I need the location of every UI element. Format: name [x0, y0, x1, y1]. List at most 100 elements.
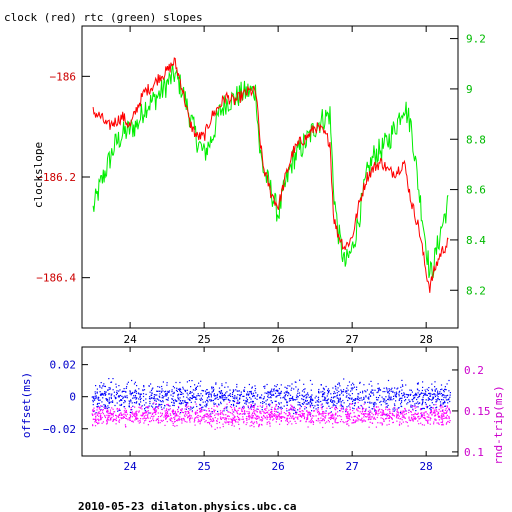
- rnd-trip-point: [239, 419, 241, 421]
- offset-point: [379, 394, 381, 397]
- rnd-trip-point: [116, 407, 118, 410]
- offset-point: [350, 387, 352, 389]
- offset-point: [185, 402, 187, 404]
- offset-point: [161, 397, 163, 399]
- rnd-trip-point: [95, 417, 97, 419]
- rnd-trip-point: [396, 411, 399, 413]
- offset-point: [197, 385, 199, 387]
- rnd-trip-point: [330, 416, 332, 418]
- rnd-trip-point: [232, 411, 234, 413]
- rnd-trip-point: [371, 412, 373, 414]
- offset-point: [359, 381, 361, 383]
- rnd-trip-point: [352, 419, 354, 421]
- offset-point: [325, 400, 327, 402]
- offset-point: [303, 389, 305, 391]
- offset-point: [294, 381, 296, 383]
- offset-point: [368, 383, 370, 385]
- rnd-trip-point: [436, 410, 438, 412]
- offset-point: [99, 386, 101, 388]
- rnd-trip-point: [96, 421, 98, 423]
- rnd-trip-point: [404, 413, 406, 415]
- offset-point: [191, 395, 193, 397]
- offset-point: [305, 397, 307, 399]
- offset-point: [436, 400, 438, 402]
- rnd-trip-point: [405, 421, 407, 423]
- offset-point: [182, 388, 184, 390]
- rnd-trip-point: [155, 403, 157, 405]
- offset-point: [359, 399, 361, 401]
- rnd-trip-point: [271, 406, 273, 408]
- offset-point: [212, 390, 214, 392]
- offset-point: [182, 400, 184, 402]
- offset-point: [117, 396, 119, 398]
- rnd-trip-point: [268, 413, 271, 415]
- rnd-trip-point: [442, 424, 444, 426]
- offset-point: [398, 399, 401, 401]
- rnd-trip-point: [147, 407, 150, 409]
- offset-point: [397, 387, 399, 389]
- rnd-trip-point: [157, 418, 159, 420]
- rnd-trip-point: [263, 415, 265, 418]
- rnd-trip-point: [312, 415, 314, 417]
- offset-point: [286, 410, 288, 412]
- rnd-trip-point: [179, 416, 181, 418]
- offset-point: [427, 399, 429, 401]
- offset-point: [221, 383, 223, 385]
- offset-point: [354, 398, 356, 400]
- rnd-trip-point: [412, 418, 414, 420]
- offset-point: [430, 408, 432, 411]
- rnd-trip-point: [304, 416, 306, 418]
- offset-point: [369, 395, 372, 397]
- rnd-trip-point: [165, 414, 168, 416]
- offset-point: [342, 405, 344, 407]
- rnd-trip-point: [177, 418, 179, 421]
- rnd-trip-point: [356, 416, 358, 418]
- rnd-trip-point: [250, 405, 252, 408]
- offset-point: [138, 398, 140, 400]
- offset-point: [139, 395, 141, 397]
- offset-point: [246, 398, 249, 401]
- offset-point: [314, 405, 316, 407]
- offset-point: [428, 398, 430, 400]
- rnd-trip-point: [313, 415, 315, 417]
- offset-point: [135, 402, 137, 404]
- offset-point: [382, 401, 384, 403]
- rnd-trip-point: [403, 417, 405, 419]
- offset-point: [234, 398, 236, 400]
- offset-point: [217, 410, 219, 413]
- offset-point: [93, 410, 95, 413]
- rnd-trip-point: [237, 421, 239, 423]
- rnd-trip-point: [407, 425, 409, 427]
- rnd-trip-point: [257, 408, 259, 410]
- rnd-trip-point: [361, 408, 364, 410]
- offset-point: [95, 397, 97, 399]
- offset-point: [175, 381, 177, 384]
- offset-point: [257, 394, 259, 396]
- offset-point: [320, 391, 322, 393]
- rnd-trip-point: [188, 412, 190, 414]
- offset-point: [309, 379, 312, 382]
- offset-point: [436, 406, 438, 408]
- rnd-trip-point: [345, 410, 347, 412]
- offset-point: [422, 407, 424, 409]
- offset-point: [179, 403, 181, 405]
- offset-point: [409, 400, 411, 402]
- rnd-trip-point: [400, 418, 402, 420]
- offset-point: [128, 406, 130, 408]
- offset-point: [251, 400, 253, 402]
- rnd-trip-point: [147, 424, 149, 426]
- rnd-trip-point: [257, 405, 259, 408]
- offset-point: [442, 403, 444, 405]
- offset-point: [275, 390, 277, 392]
- rnd-trip-point: [145, 414, 147, 416]
- rnd-trip-point: [311, 417, 313, 419]
- rnd-trip-point: [135, 416, 137, 418]
- rnd-trip-point: [312, 423, 314, 425]
- rnd-trip-point: [289, 408, 291, 410]
- rnd-trip-point: [270, 412, 273, 414]
- rnd-trip-point: [143, 417, 145, 419]
- rnd-trip-point: [139, 421, 141, 423]
- rnd-trip-point: [166, 408, 168, 410]
- offset-point: [277, 411, 279, 413]
- offset-point: [210, 400, 212, 402]
